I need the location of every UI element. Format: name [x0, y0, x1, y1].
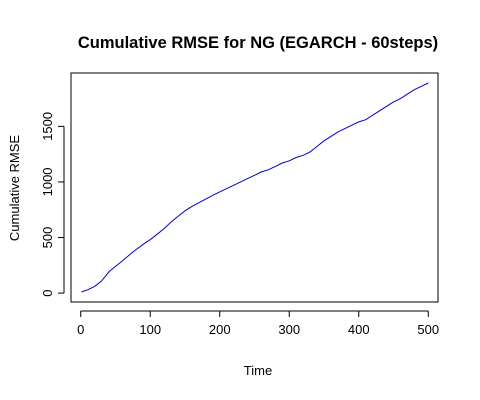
y-axis: 0 500 1000 1500 — [40, 112, 65, 297]
x-tick-label: 100 — [139, 322, 161, 337]
series-line — [81, 82, 429, 293]
plot-frame — [70, 72, 439, 303]
x-axis-label: Time — [244, 363, 272, 378]
x-tick-label: 0 — [77, 322, 84, 337]
y-tick-label: 0 — [40, 289, 55, 296]
chart-title: Cumulative RMSE for NG (EGARCH - 60steps… — [78, 34, 438, 52]
x-tick-label: 500 — [417, 322, 439, 337]
x-tick-label: 200 — [209, 322, 231, 337]
y-tick-label: 1000 — [40, 167, 55, 196]
x-axis: 0 100 200 300 400 500 — [77, 310, 439, 337]
x-tick-label: 300 — [278, 322, 300, 337]
y-axis-label: Cumulative RMSE — [7, 135, 22, 242]
x-tick-label: 400 — [348, 322, 370, 337]
y-tick-label: 500 — [40, 227, 55, 249]
y-tick-label: 1500 — [40, 112, 55, 141]
